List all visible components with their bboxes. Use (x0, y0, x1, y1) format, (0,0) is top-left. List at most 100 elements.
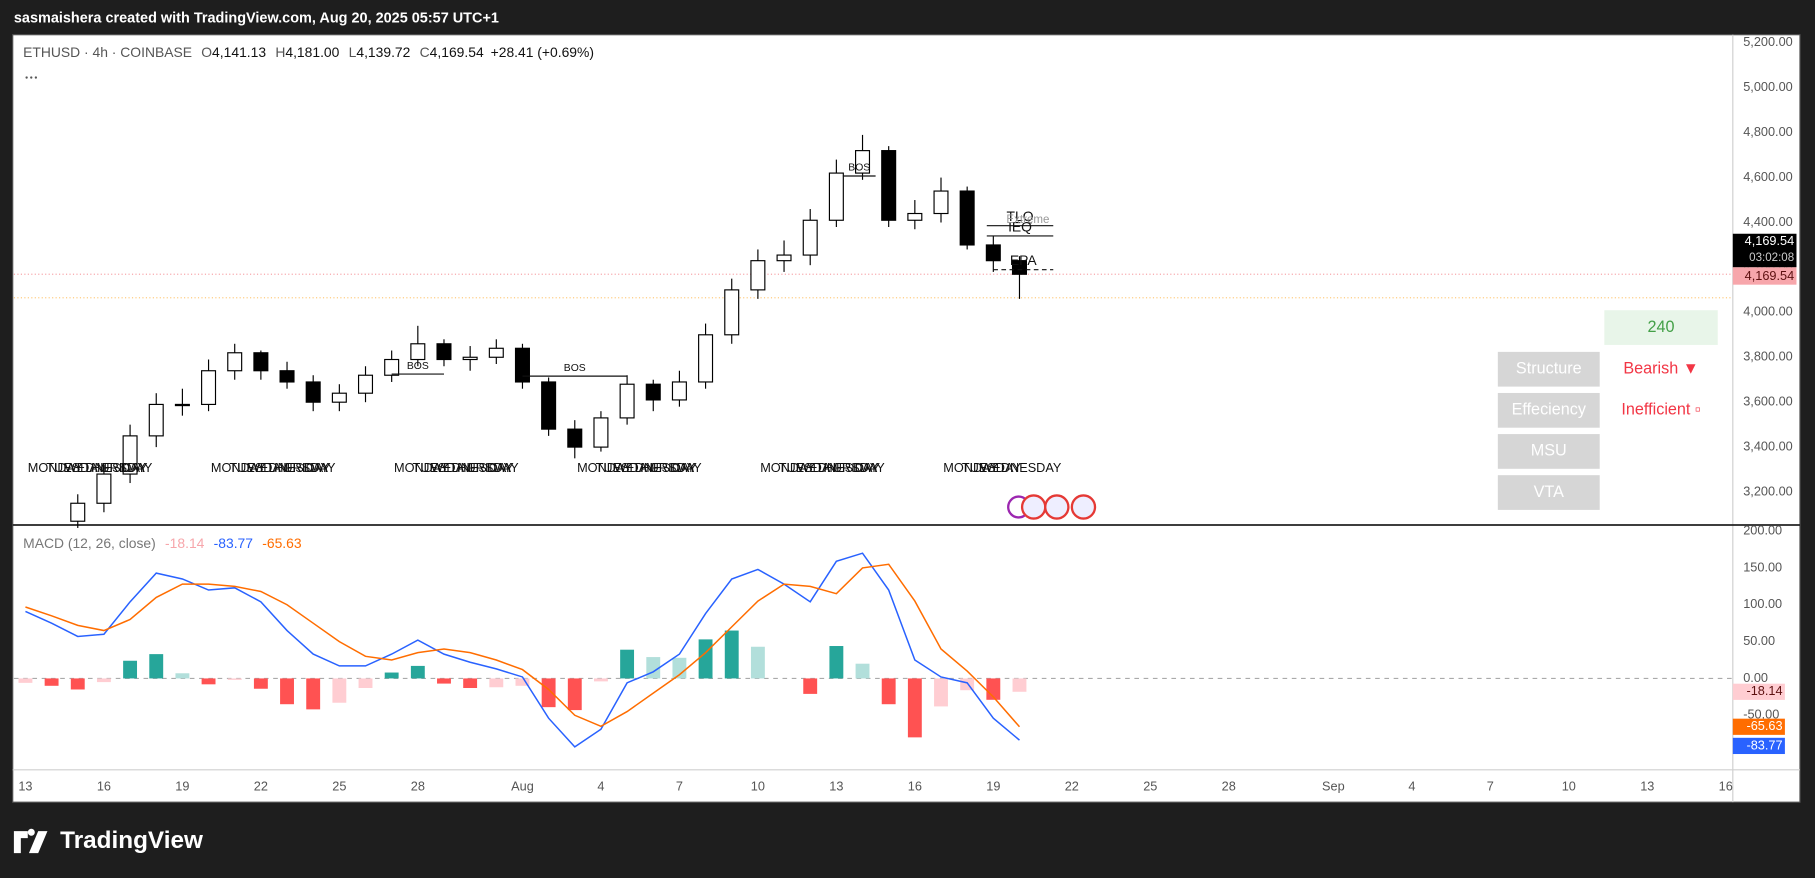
ohlc-value: 4,169.54 (430, 44, 484, 60)
candle-body (410, 343, 426, 361)
x-tick-label: 13 (1640, 778, 1654, 793)
histogram-bar (96, 678, 111, 683)
x-tick-label: 13 (18, 778, 32, 793)
x-tick-label: 7 (676, 778, 683, 793)
histogram-bar (201, 678, 216, 685)
x-tick-label: 25 (332, 778, 346, 793)
flag-icon (1044, 494, 1070, 520)
candle-body (201, 370, 217, 406)
histogram-bar (384, 672, 399, 679)
histogram-bar (593, 678, 608, 682)
histogram-bar (306, 678, 321, 710)
histogram-bar (489, 678, 504, 688)
candle-body (357, 374, 374, 394)
y-tick-label: 4,000.00 (1743, 304, 1793, 319)
candle-body (148, 403, 164, 437)
value-tag-bg (1732, 737, 1785, 755)
dot (30, 76, 33, 79)
candle-body (802, 219, 818, 256)
histogram-bar (515, 678, 530, 686)
x-tick-label: 19 (175, 778, 189, 793)
y-tick-label: 0.00 (1743, 670, 1768, 685)
value-tag-bg (1732, 683, 1785, 700)
weekday-label: MONDAY (28, 460, 83, 475)
panel-status: Inefficient ▫ (1621, 401, 1700, 419)
weekday-label: MONDAY (394, 460, 449, 475)
x-tick-label: 13 (829, 778, 843, 793)
x-tick-label: 28 (411, 778, 425, 793)
x-tick-label: 19 (986, 778, 1000, 793)
more-dots[interactable] (25, 76, 38, 79)
weekday-label: MONDAY (943, 460, 998, 475)
weekday-label: THURSDAY (633, 460, 703, 475)
x-tick-label: 25 (1143, 778, 1157, 793)
x-tick-label: 10 (1562, 778, 1576, 793)
weekday-label: TUESDAY (46, 460, 106, 475)
weekday-label: WEDNESDAY (248, 460, 330, 475)
value-tag: -65.63 (1747, 718, 1783, 733)
y-tick-label: -50.00 (1743, 707, 1779, 722)
panel-button[interactable] (1497, 392, 1600, 428)
event-icons[interactable] (1007, 494, 1097, 520)
y-tick-label: 5,200.00 (1743, 34, 1793, 49)
histogram-bar (358, 678, 373, 689)
panel-status: Bearish ▼ (1623, 360, 1698, 378)
macd-line (25, 552, 1020, 748)
weekday-label: TUESDAY (962, 460, 1022, 475)
countdown-tag: 03:02:08 (1749, 252, 1794, 264)
y-tick-label: 200.00 (1743, 522, 1782, 537)
candle-body (593, 417, 609, 448)
x-tick-label: 16 (97, 778, 111, 793)
value-tag: -83.77 (1747, 737, 1783, 752)
histogram-bar (567, 678, 582, 711)
candle-body (671, 381, 687, 401)
y-tick-label: 150.00 (1743, 559, 1782, 574)
macd-legend-value: -83.77 (214, 535, 254, 551)
change: +28.41 (+0.69%) (491, 44, 594, 60)
macd-title: MACD (12, 26, close) (23, 535, 156, 551)
histogram-bar (463, 678, 478, 689)
weekday-label: TUESDAY (229, 460, 289, 475)
flag-icon (1020, 494, 1047, 520)
weekday-label: FRIDAY (651, 460, 697, 475)
candle-body (855, 150, 871, 174)
extreme-label: Extreme (1006, 214, 1049, 226)
y-tick-label: 3,200.00 (1743, 483, 1793, 498)
panel-button[interactable] (1497, 351, 1600, 387)
attribution: sasmaishera created with TradingView.com… (14, 10, 499, 26)
histogram-bar (410, 665, 425, 679)
candle-body (1011, 260, 1028, 275)
logo-text: TradingView (60, 827, 203, 854)
symbol: ETHUSD · 4h · COINBASE (23, 44, 192, 60)
y-tick-label: 3,600.00 (1743, 394, 1793, 409)
histogram-bar (907, 678, 922, 738)
candle-body (174, 403, 190, 407)
ohlc-key: O (201, 44, 212, 60)
logo-mark (13, 828, 48, 854)
weekday-label: MONDAY (760, 460, 815, 475)
panel-button[interactable] (1497, 434, 1600, 469)
panel-button[interactable] (1497, 475, 1600, 510)
hist-legend: -18.14 (165, 535, 205, 551)
candle-body (122, 435, 138, 475)
x-tick-label: 22 (1065, 778, 1079, 793)
ohlc-key: L (349, 44, 357, 60)
histogram-bar (149, 654, 164, 679)
macd-line (25, 563, 1021, 728)
candle-body (698, 334, 714, 383)
prev-price-tag: 4,169.54 (1745, 268, 1795, 283)
weekday-label: WEDNESDAY (65, 460, 147, 475)
weekday-label: THURSDAY (816, 460, 886, 475)
candle-body (750, 260, 766, 291)
panel-button-label: Effeciency (1512, 401, 1587, 419)
histogram-bar (175, 673, 190, 679)
histogram-bar (698, 639, 713, 679)
x-tick-label: Sep (1322, 778, 1345, 793)
histogram-bar (855, 663, 870, 679)
histogram-bar (672, 657, 687, 679)
annotation-label: TLQ (1007, 208, 1034, 224)
weekday-label: WEDNESDAY (980, 460, 1062, 475)
y-tick-label: 50.00 (1743, 633, 1775, 648)
candle-body (724, 289, 740, 336)
x-tick-label: 4 (597, 778, 604, 793)
